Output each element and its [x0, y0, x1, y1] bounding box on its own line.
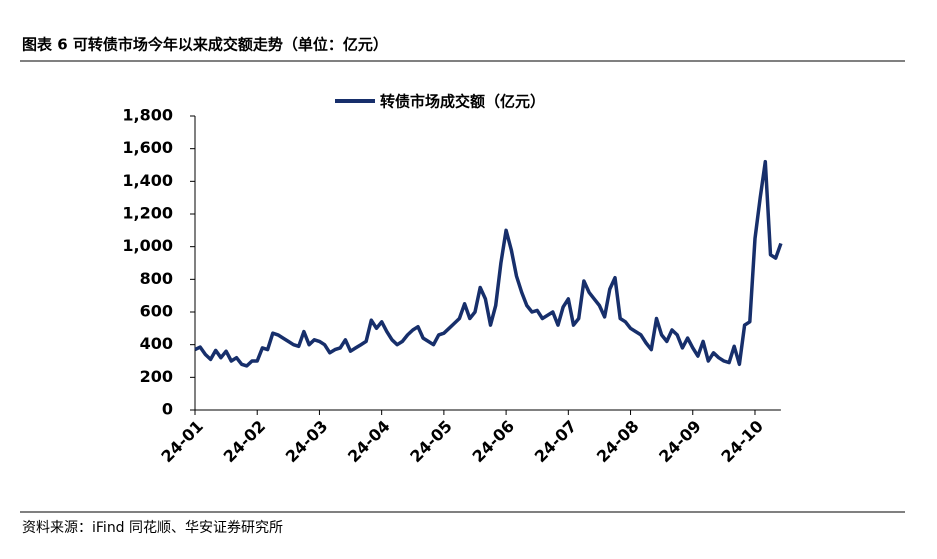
x-tick-label: 24-03	[282, 417, 332, 467]
legend-label: 转债市场成交额（亿元）	[380, 93, 545, 111]
x-tick-label: 24-01	[157, 417, 207, 467]
y-tick-label: 800	[140, 269, 173, 288]
y-tick-label: 0	[162, 400, 173, 419]
x-tick-label: 24-02	[220, 417, 270, 467]
y-tick-label: 1,400	[122, 171, 173, 190]
x-tick-label: 24-08	[593, 417, 643, 467]
y-tick-label: 600	[140, 302, 173, 321]
y-tick-label: 1,800	[122, 106, 173, 125]
x-tick-label: 24-10	[717, 417, 767, 467]
x-tick-label: 24-05	[406, 417, 456, 467]
x-tick-label: 24-07	[531, 417, 581, 467]
y-tick-label: 1,600	[122, 138, 173, 157]
x-tick-label: 24-06	[468, 417, 518, 467]
y-tick-label: 200	[140, 367, 173, 386]
y-tick-label: 1,200	[122, 204, 173, 223]
y-tick-label: 400	[140, 334, 173, 353]
x-tick-label: 24-09	[655, 417, 705, 467]
chart-title: 图表 6 可转债市场今年以来成交额走势（单位：亿元）	[22, 36, 388, 54]
source: 资料来源：iFind 同花顺、华安证券研究所	[22, 520, 283, 536]
data-line	[194, 159, 783, 368]
x-tick-label: 24-04	[344, 417, 394, 467]
y-tick-label: 1,000	[122, 236, 173, 255]
